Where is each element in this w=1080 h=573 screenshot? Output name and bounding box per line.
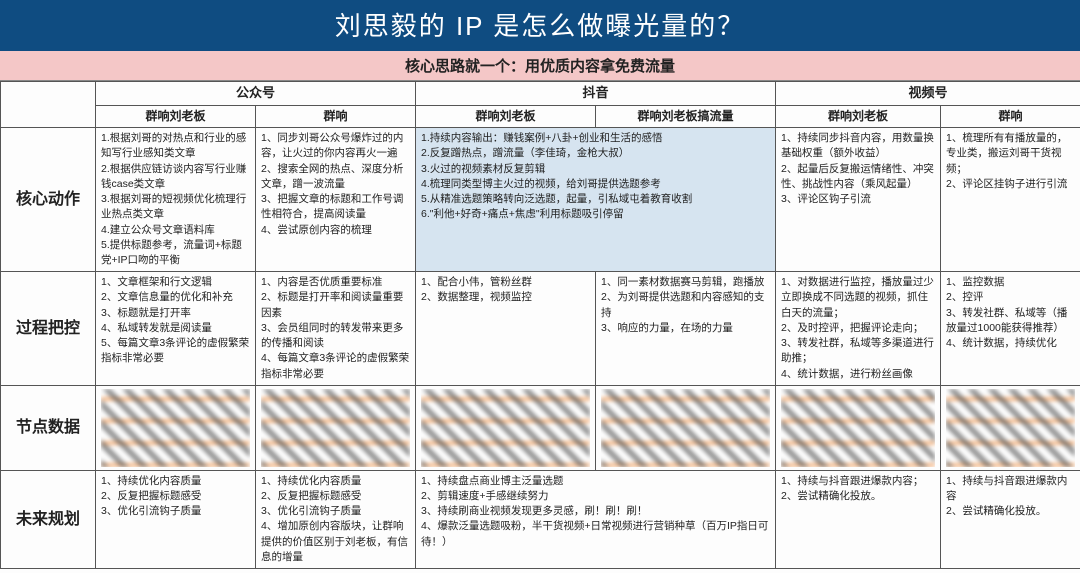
row-label: 未来规划 bbox=[1, 470, 96, 568]
content-cell: 1、持续优化内容质量 2、反复把握标题感受 3、优化引流钩子质量 bbox=[96, 470, 256, 568]
blurred-cell bbox=[596, 385, 776, 470]
content-cell: 1.根据刘哥的对热点和行业的感知写行业感知类文章 2.根据供应链访谈内容写行业赚… bbox=[96, 128, 256, 272]
table-row: 核心动作1.根据刘哥的对热点和行业的感知写行业感知类文章 2.根据供应链访谈内容… bbox=[1, 128, 1080, 272]
content-cell: 1、持续优化内容质量 2、反复把握标题感受 3、优化引流钩子质量 4、增加原创内… bbox=[256, 470, 416, 568]
corner-cell bbox=[1, 82, 96, 128]
sub-header: 群响刘老板 bbox=[416, 105, 596, 127]
content-cell: 1、同一素材数据赛马剪辑，跑播放 2、为刘哥提供选题和内容感知的支持 3、响应的… bbox=[596, 272, 776, 386]
table-body: 核心动作1.根据刘哥的对热点和行业的感知写行业感知类文章 2.根据供应链访谈内容… bbox=[1, 128, 1080, 569]
table-row: 过程把控1、文章框架和行文逻辑 2、文章信息量的优化和补充 3、标题就是打开率 … bbox=[1, 272, 1080, 386]
sub-header: 群响刘老板 bbox=[776, 105, 941, 127]
content-cell: 1、同步刘哥公众号爆炸过的内容，让火过的你内容再火一遍 2、搜索全网的热点、深度… bbox=[256, 128, 416, 272]
content-cell: 1、持续与抖音跟进爆款内容 2、尝试精确化投放。 bbox=[941, 470, 1080, 568]
blurred-cell bbox=[416, 385, 596, 470]
blurred-cell bbox=[776, 385, 941, 470]
content-cell: 1、监控数据 2、控评 3、转发社群、私域等（播放量过1000能获得推荐） 4、… bbox=[941, 272, 1080, 386]
content-cell: 1.持续内容输出：赚钱案例+八卦+创业和生活的感悟 2.反复蹭热点，蹭流量（李佳… bbox=[416, 128, 776, 272]
page-title: 刘思毅的 IP 是怎么做曝光量的？ bbox=[0, 0, 1080, 51]
platform-header: 抖音 bbox=[416, 82, 776, 106]
content-cell: 1、持续盘点商业博主泛量选题 2、剪辑速度+手感继续努力 3、持续刷商业视频发现… bbox=[416, 470, 776, 568]
content-cell: 1、内容是否优质重要标准 2、标题是打开率和阅读量重要因素 3、会员组同时的转发… bbox=[256, 272, 416, 386]
content-cell: 1、持续同步抖音内容，用数量换基础权重（额外收益） 2、起量后反复搬运情绪性、冲… bbox=[776, 128, 941, 272]
blurred-cell bbox=[256, 385, 416, 470]
row-label: 过程把控 bbox=[1, 272, 96, 386]
blurred-cell bbox=[941, 385, 1080, 470]
content-cell: 1、持续与抖音跟进爆款内容； 2、尝试精确化投放。 bbox=[776, 470, 941, 568]
table-row: 未来规划1、持续优化内容质量 2、反复把握标题感受 3、优化引流钩子质量1、持续… bbox=[1, 470, 1080, 568]
blurred-cell bbox=[96, 385, 256, 470]
sub-header: 群响 bbox=[256, 105, 416, 127]
platform-header: 视频号 bbox=[776, 82, 1080, 106]
sub-header: 群响刘老板 bbox=[96, 105, 256, 127]
content-cell: 1、对数据进行监控，播放量过少立即换成不同选题的视频，抓住白天的流量； 2、及时… bbox=[776, 272, 941, 386]
content-cell: 1、梳理所有有播放量的，专业类，搬运刘哥干货视频； 2、评论区挂钩子进行引流 bbox=[941, 128, 1080, 272]
content-table: 公众号 抖音 视频号 群响刘老板 群响 群响刘老板 群响刘老板搞流量 群响刘老板… bbox=[0, 81, 1080, 569]
content-cell: 1、文章框架和行文逻辑 2、文章信息量的优化和补充 3、标题就是打开率 4、私域… bbox=[96, 272, 256, 386]
sub-header: 群响刘老板搞流量 bbox=[596, 105, 776, 127]
sub-header: 群响 bbox=[941, 105, 1080, 127]
table-row: 节点数据 bbox=[1, 385, 1080, 470]
row-label: 节点数据 bbox=[1, 385, 96, 470]
content-cell: 1、配合小伟，管粉丝群 2、数据整理，视频监控 bbox=[416, 272, 596, 386]
row-label: 核心动作 bbox=[1, 128, 96, 272]
platform-header: 公众号 bbox=[96, 82, 416, 106]
page-subtitle: 核心思路就一个：用优质内容拿免费流量 bbox=[0, 51, 1080, 81]
table-head: 公众号 抖音 视频号 群响刘老板 群响 群响刘老板 群响刘老板搞流量 群响刘老板… bbox=[1, 82, 1080, 128]
